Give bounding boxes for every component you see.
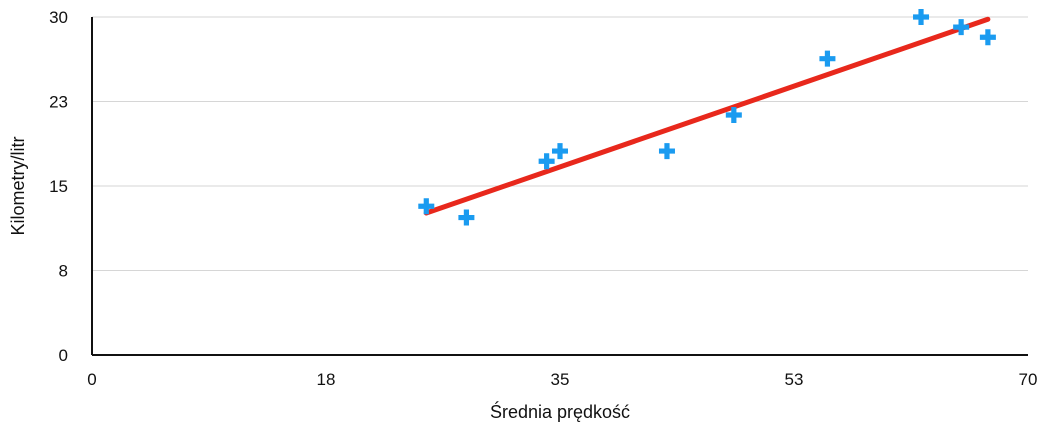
x-tick-label: 18 bbox=[317, 370, 336, 389]
x-tick-label: 53 bbox=[785, 370, 804, 389]
data-point bbox=[913, 9, 930, 25]
axis-layer bbox=[91, 17, 1028, 356]
y-tick-label: 15 bbox=[49, 177, 68, 196]
x-axis-title: Średnia prędkość bbox=[490, 401, 630, 422]
data-point bbox=[552, 143, 568, 160]
y-tick-label: 23 bbox=[49, 93, 68, 112]
y-tick-label: 30 bbox=[49, 8, 68, 27]
data-point bbox=[953, 19, 970, 36]
y-axis-title: Kilometry/litr bbox=[8, 136, 28, 235]
x-tick-label: 70 bbox=[1019, 370, 1038, 389]
data-point bbox=[725, 107, 742, 124]
x-tick-label: 35 bbox=[551, 370, 570, 389]
grid-layer bbox=[92, 16, 1028, 271]
data-point bbox=[458, 209, 475, 226]
tick-labels: 0 8 15 23 30 0 18 35 53 70 bbox=[49, 8, 1037, 389]
points-layer bbox=[418, 9, 996, 226]
y-tick-label: 0 bbox=[59, 346, 68, 365]
data-point bbox=[819, 50, 836, 67]
data-point bbox=[418, 198, 435, 215]
data-point bbox=[979, 29, 996, 46]
data-point bbox=[538, 153, 555, 170]
data-point bbox=[658, 143, 675, 160]
x-tick-label: 0 bbox=[87, 370, 96, 389]
trendline-layer bbox=[423, 16, 991, 216]
trendline bbox=[423, 16, 991, 216]
y-tick-label: 8 bbox=[59, 262, 68, 281]
